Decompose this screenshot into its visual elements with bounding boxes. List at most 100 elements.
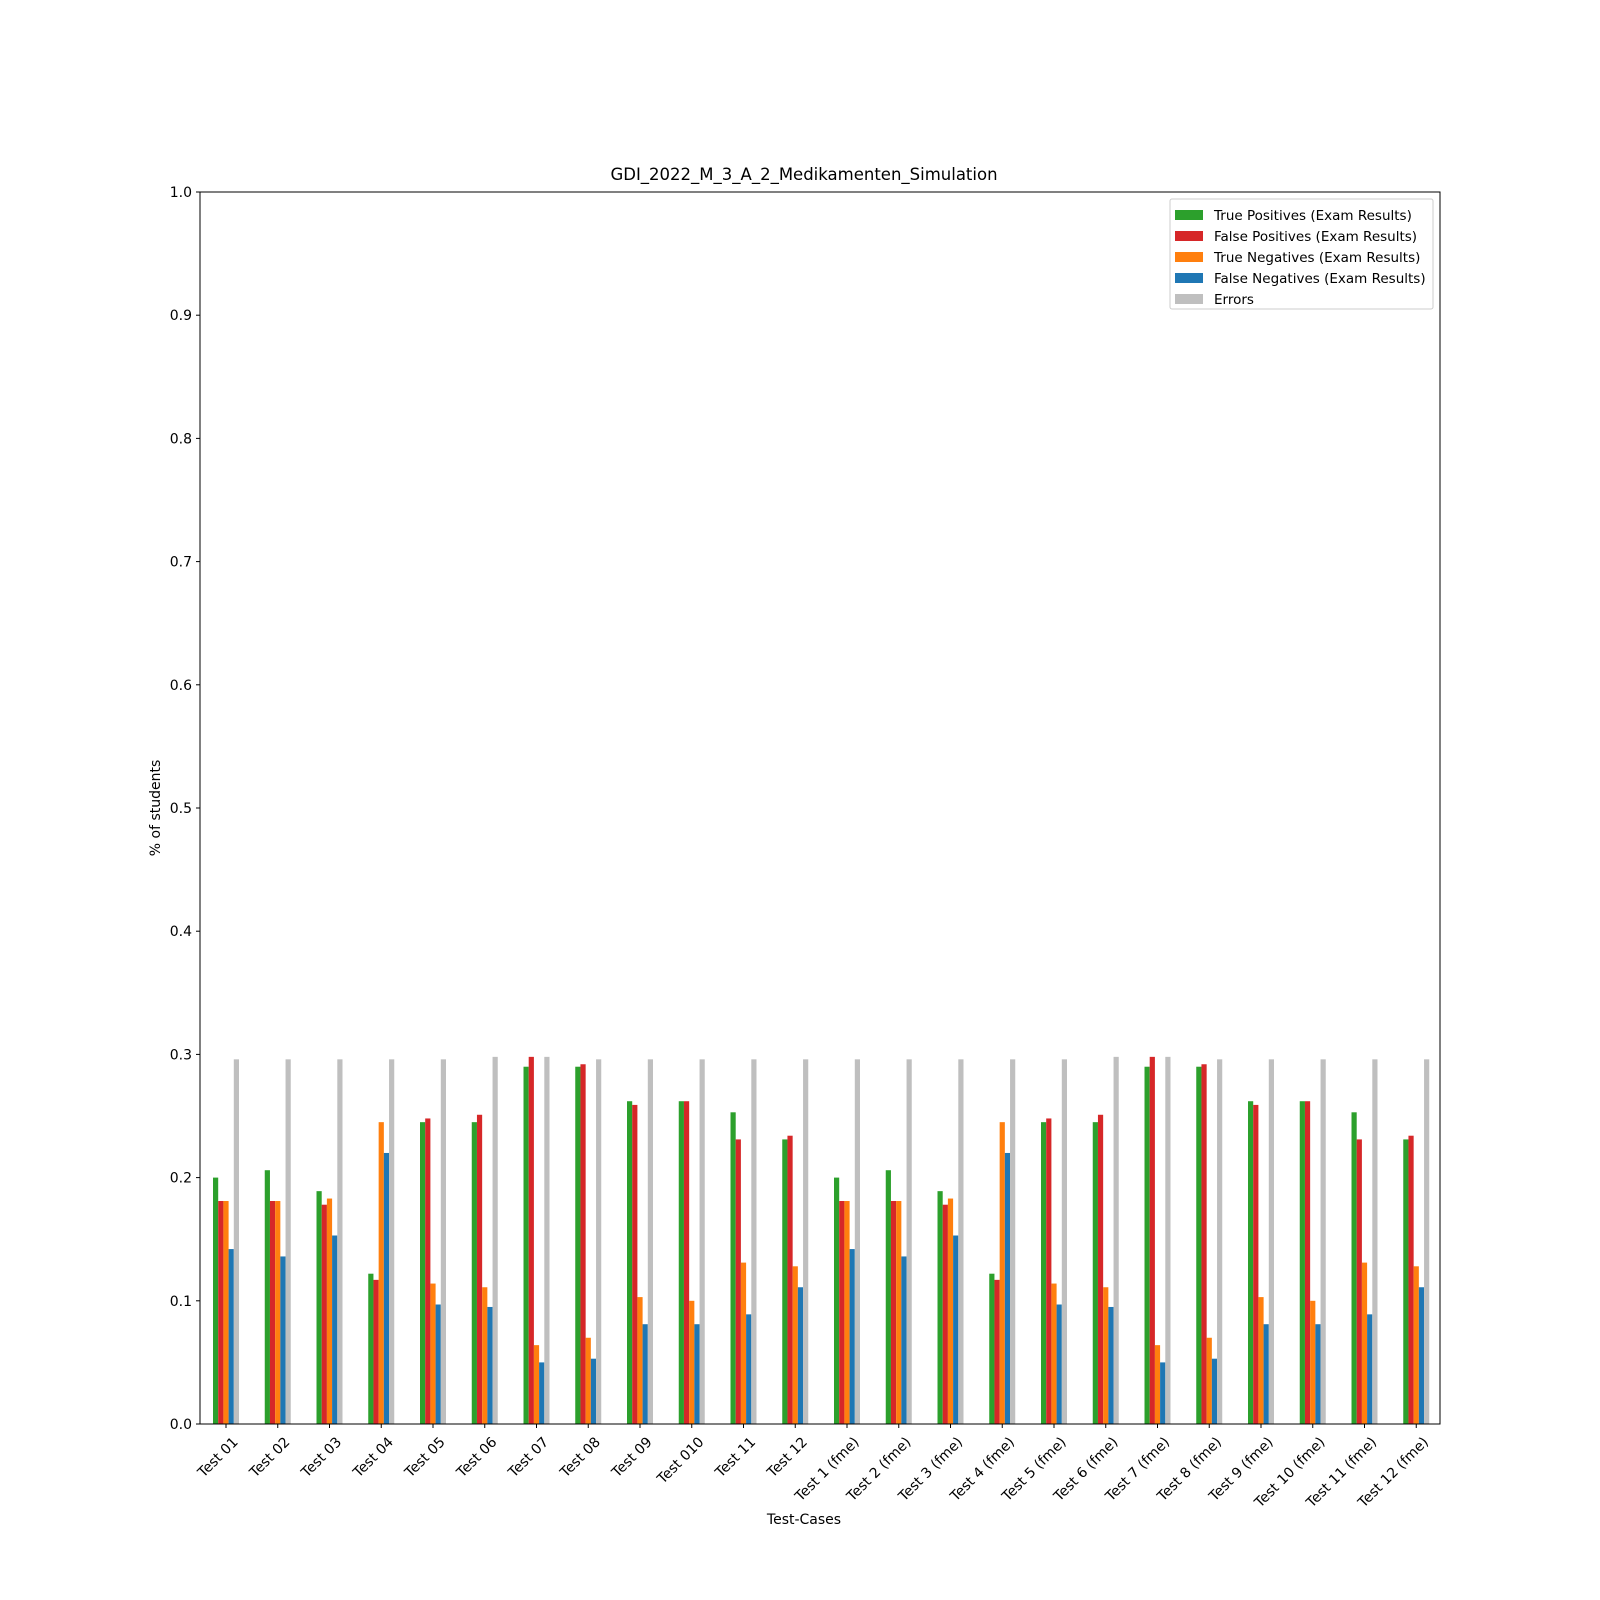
y-tick-label: 0.2: [170, 1171, 192, 1187]
bar-2-16: [994, 1279, 1000, 1424]
bar-5-15: [958, 1059, 964, 1424]
bar-1-11: [730, 1112, 736, 1424]
bar-3-1: [223, 1201, 229, 1424]
bar-1-18: [1092, 1122, 1098, 1424]
bar-4-16: [1004, 1152, 1011, 1424]
bar-5-22: [1320, 1059, 1326, 1424]
bar-5-7: [544, 1056, 550, 1424]
bar-1-22: [1299, 1101, 1305, 1424]
bar-5-20: [1217, 1059, 1223, 1424]
x-tick-label: Test 12: [764, 1434, 811, 1481]
bar-4-7: [539, 1362, 545, 1424]
x-tick-label: Test 11: [712, 1434, 759, 1481]
x-tick-label: Test 08: [557, 1434, 604, 1481]
y-tick-label: 0.8: [170, 431, 192, 447]
bar-4-23: [1367, 1314, 1373, 1424]
bar-5-5: [440, 1059, 446, 1424]
bar-3-5: [430, 1283, 436, 1424]
bar-3-10: [689, 1300, 695, 1424]
bar-3-7: [533, 1345, 540, 1424]
bar-4-2: [280, 1256, 286, 1424]
bar-4-9: [642, 1324, 648, 1424]
x-tick-label: Test 01: [194, 1434, 241, 1481]
bar-2-11: [735, 1139, 741, 1424]
legend-swatch-1: [1175, 210, 1203, 220]
y-tick-label: 0.5: [170, 801, 192, 817]
y-tick-label: 0.7: [170, 555, 192, 571]
x-axis-label: Test-Cases: [766, 1512, 841, 1528]
bar-4-10: [694, 1324, 700, 1424]
bar-5-16: [1010, 1059, 1016, 1424]
bar-5-13: [854, 1059, 860, 1424]
bar-3-11: [740, 1262, 747, 1424]
bar-4-22: [1315, 1324, 1321, 1424]
bar-2-14: [890, 1201, 897, 1424]
bar-1-14: [885, 1170, 891, 1424]
y-tick-label: 0.3: [170, 1047, 192, 1063]
bar-4-11: [746, 1314, 752, 1424]
bar-1-10: [678, 1101, 684, 1424]
bar-2-12: [787, 1135, 793, 1424]
bar-4-4: [383, 1152, 390, 1424]
bar-4-1: [228, 1249, 234, 1424]
bar-1-2: [264, 1170, 270, 1424]
y-tick-label: 0.6: [170, 678, 192, 694]
bar-4-15: [953, 1235, 959, 1424]
bar-3-18: [1103, 1287, 1109, 1424]
bar-1-23: [1351, 1112, 1357, 1424]
bar-1-6: [471, 1122, 477, 1424]
bar-3-20: [1206, 1337, 1212, 1424]
bar-4-8: [590, 1358, 597, 1424]
bar-2-22: [1304, 1101, 1311, 1424]
bar-1-15: [937, 1191, 943, 1424]
bar-2-15: [942, 1204, 948, 1424]
bar-2-4: [373, 1279, 379, 1424]
bar-5-3: [337, 1059, 343, 1424]
bar-3-16: [999, 1122, 1005, 1424]
legend-swatch-2: [1175, 231, 1203, 241]
bar-5-12: [803, 1059, 809, 1424]
bar-3-12: [792, 1266, 798, 1424]
bar-5-8: [596, 1059, 602, 1424]
bar-2-13: [839, 1201, 845, 1424]
bar-4-3: [332, 1235, 338, 1424]
bar-1-5: [420, 1122, 426, 1424]
x-tick-label: Test 09: [608, 1434, 655, 1481]
legend-label-1: True Positives (Exam Results): [1213, 208, 1412, 224]
bar-5-10: [699, 1059, 705, 1424]
bar-1-3: [316, 1191, 322, 1424]
bar-1-17: [1041, 1122, 1047, 1424]
bar-5-21: [1268, 1059, 1274, 1424]
bar-3-6: [482, 1287, 488, 1424]
bar-1-4: [368, 1273, 374, 1424]
bar-2-23: [1356, 1139, 1362, 1424]
bar-3-9: [637, 1297, 643, 1424]
x-tick-label: Test 05: [401, 1434, 448, 1481]
bar-4-20: [1211, 1358, 1218, 1424]
bar-1-13: [834, 1177, 840, 1424]
bar-4-13: [849, 1249, 855, 1424]
bar-3-3: [326, 1198, 333, 1424]
bar-3-8: [585, 1337, 591, 1424]
bar-1-7: [523, 1066, 529, 1424]
x-tick-label: Test 010: [654, 1434, 708, 1488]
legend-label-5: Errors: [1214, 292, 1254, 308]
bar-2-10: [683, 1101, 690, 1424]
bar-2-24: [1408, 1135, 1414, 1424]
bar-2-19: [1149, 1056, 1155, 1424]
bar-3-23: [1361, 1262, 1368, 1424]
chart-title: GDI_2022_M_3_A_2_Medikamenten_Simulation: [610, 165, 997, 185]
y-tick-label: 0.9: [170, 308, 192, 324]
bar-5-17: [1061, 1059, 1067, 1424]
bar-3-24: [1413, 1266, 1419, 1424]
bar-2-9: [632, 1104, 638, 1424]
bar-5-1: [233, 1059, 239, 1424]
legend-swatch-3: [1175, 252, 1203, 262]
bar-5-19: [1165, 1056, 1171, 1424]
bar-1-16: [989, 1273, 995, 1424]
bar-1-20: [1196, 1066, 1202, 1424]
bar-5-4: [389, 1059, 395, 1424]
bar-3-19: [1154, 1345, 1161, 1424]
bar-4-24: [1418, 1287, 1425, 1424]
